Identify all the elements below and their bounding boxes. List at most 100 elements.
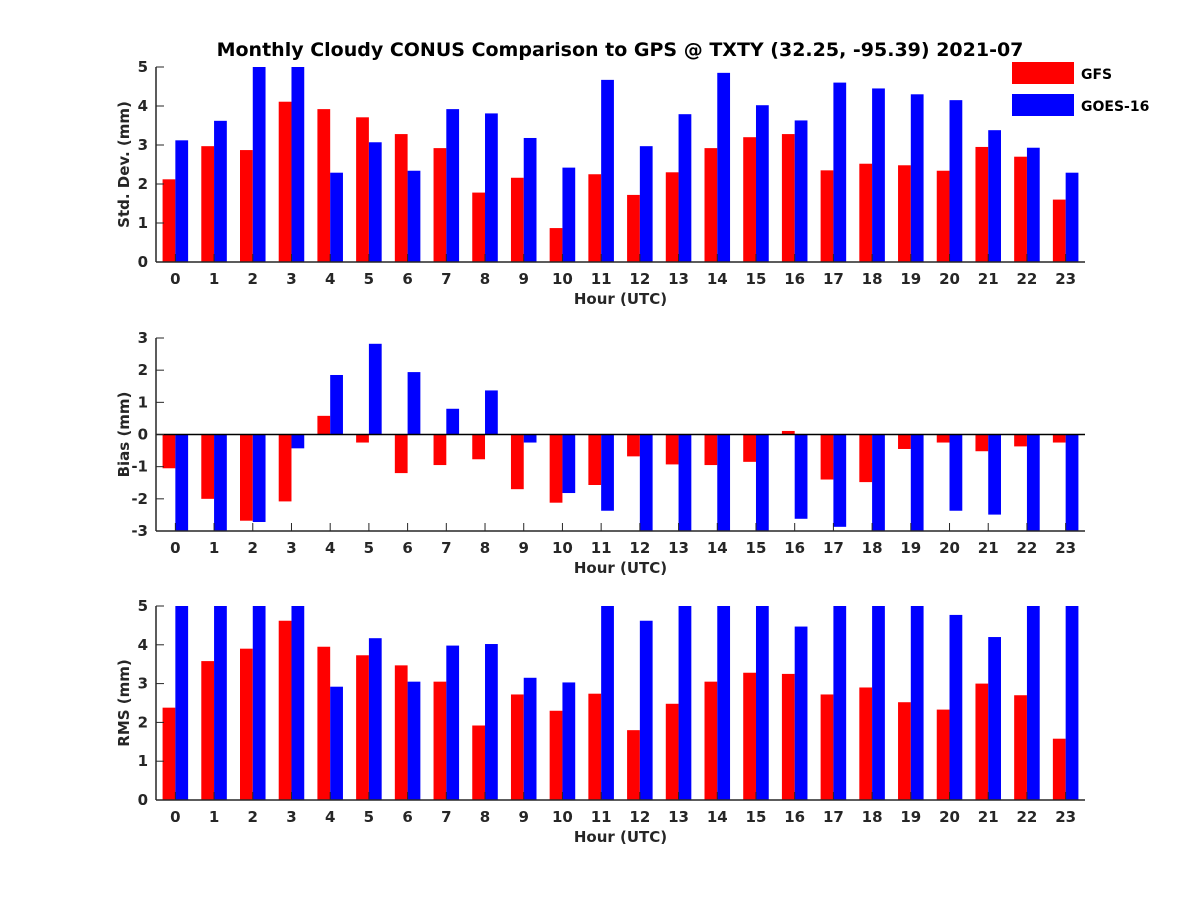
- bar-gfs-hour-13: [665, 172, 679, 262]
- y-tick-label: 2: [138, 175, 148, 193]
- bar-goes-16-hour-17: [833, 606, 847, 800]
- y-tick-label: 0: [138, 253, 148, 271]
- bar-goes-16-hour-22: [1026, 147, 1040, 262]
- x-tick-label: 21: [978, 808, 999, 826]
- x-tick-label: 21: [978, 539, 999, 557]
- bar-goes-16-hour-18: [872, 88, 885, 262]
- x-tick-label: 14: [707, 270, 728, 288]
- bar-goes-16-hour-22: [1026, 434, 1040, 531]
- x-tick-label: 16: [784, 270, 805, 288]
- bar-goes-16-hour-7: [446, 408, 460, 435]
- bar-goes-16-hour-21: [988, 130, 1001, 262]
- y-tick-label: 4: [138, 97, 148, 115]
- bar-goes-16-hour-13: [678, 114, 692, 262]
- bar-goes-16-hour-7: [446, 109, 460, 263]
- bar-goes-16-hour-3: [291, 606, 305, 800]
- x-tick-label: 3: [286, 539, 296, 557]
- bar-goes-16-hour-0: [175, 434, 189, 531]
- x-tick-label: 18: [862, 808, 883, 826]
- y-tick-label: 5: [138, 58, 148, 76]
- bar-goes-16-hour-15: [755, 105, 769, 262]
- x-tick-label: 7: [441, 539, 451, 557]
- bar-gfs-hour-19: [898, 165, 911, 262]
- bar-gfs-hour-12: [627, 194, 640, 262]
- x-tick-label: 7: [441, 808, 451, 826]
- x-tick-label: 18: [862, 539, 883, 557]
- bar-gfs-hour-10: [549, 710, 563, 800]
- y-tick-label: 2: [138, 361, 148, 379]
- y-axis-label: Bias (mm): [115, 392, 133, 478]
- y-tick-label: 0: [138, 426, 148, 444]
- bar-gfs-hour-0: [162, 707, 176, 800]
- bar-gfs-hour-23: [1052, 434, 1066, 443]
- bar-goes-16-hour-0: [175, 140, 189, 262]
- bar-goes-16-hour-8: [485, 644, 498, 800]
- bar-goes-16-hour-2: [252, 606, 266, 800]
- series-gfs: [162, 415, 1066, 521]
- series-gfs: [162, 101, 1066, 263]
- bar-goes-16-hour-9: [523, 137, 537, 262]
- bar-goes-16-hour-14: [717, 606, 731, 800]
- legend-label-gfs: GFS: [1081, 67, 1112, 83]
- bar-goes-16-hour-10: [562, 682, 576, 800]
- bar-gfs-hour-7: [433, 434, 447, 466]
- x-tick-label: 18: [862, 270, 883, 288]
- x-tick-label: 1: [209, 539, 219, 557]
- x-tick-label: 20: [939, 808, 960, 826]
- bar-goes-16-hour-20: [949, 100, 963, 263]
- y-tick-label: 1: [138, 393, 148, 411]
- bar-gfs-hour-3: [278, 620, 292, 800]
- x-tick-label: 5: [364, 539, 374, 557]
- bar-goes-16-hour-1: [214, 606, 227, 800]
- x-tick-label: 13: [668, 539, 689, 557]
- y-tick-label: -1: [131, 458, 148, 476]
- bar-gfs-hour-14: [704, 681, 718, 800]
- bar-goes-16-hour-19: [910, 94, 924, 262]
- legend-swatch-gfs: [1012, 62, 1074, 84]
- x-axis-label: Hour (UTC): [574, 828, 667, 846]
- bar-gfs-hour-20: [936, 709, 950, 800]
- bar-gfs-hour-18: [859, 687, 873, 800]
- bar-gfs-hour-1: [201, 661, 215, 800]
- bar-goes-16-hour-18: [872, 606, 885, 800]
- x-tick-label: 6: [402, 270, 412, 288]
- bar-gfs-hour-22: [1014, 695, 1027, 800]
- x-tick-label: 1: [209, 270, 219, 288]
- x-tick-label: 23: [1055, 539, 1076, 557]
- bar-goes-16-hour-12: [639, 146, 653, 262]
- x-tick-label: 22: [1017, 270, 1038, 288]
- x-tick-label: 17: [823, 270, 844, 288]
- bar-goes-16-hour-17: [833, 82, 847, 262]
- x-tick-label: 5: [364, 270, 374, 288]
- bar-goes-16-hour-16: [794, 626, 808, 800]
- bar-goes-16-hour-6: [407, 372, 421, 435]
- x-tick-label: 0: [170, 808, 180, 826]
- x-tick-label: 2: [248, 539, 258, 557]
- bar-goes-16-hour-8: [485, 113, 498, 262]
- bar-goes-16-hour-12: [639, 434, 653, 531]
- bar-gfs-hour-2: [240, 648, 253, 800]
- bar-gfs-hour-10: [549, 434, 563, 503]
- x-tick-label: 3: [286, 270, 296, 288]
- bar-goes-16-hour-19: [910, 606, 924, 800]
- bar-goes-16-hour-1: [214, 120, 227, 262]
- bar-goes-16-hour-22: [1026, 606, 1040, 800]
- x-tick-label: 14: [707, 539, 728, 557]
- bar-gfs-hour-8: [472, 434, 486, 460]
- bar-gfs-hour-15: [743, 434, 756, 462]
- x-tick-label: 17: [823, 808, 844, 826]
- x-tick-label: 13: [668, 270, 689, 288]
- bar-gfs-hour-21: [975, 146, 989, 262]
- legend-swatch-goes16: [1012, 94, 1074, 116]
- bar-goes-16-hour-23: [1065, 172, 1079, 262]
- y-tick-label: 0: [138, 791, 148, 809]
- y-axis-label: RMS (mm): [115, 659, 133, 746]
- bar-goes-16-hour-20: [949, 614, 963, 800]
- x-tick-label: 4: [325, 270, 335, 288]
- x-tick-label: 19: [900, 270, 921, 288]
- bar-goes-16-hour-5: [368, 343, 382, 435]
- bar-gfs-hour-9: [510, 434, 524, 490]
